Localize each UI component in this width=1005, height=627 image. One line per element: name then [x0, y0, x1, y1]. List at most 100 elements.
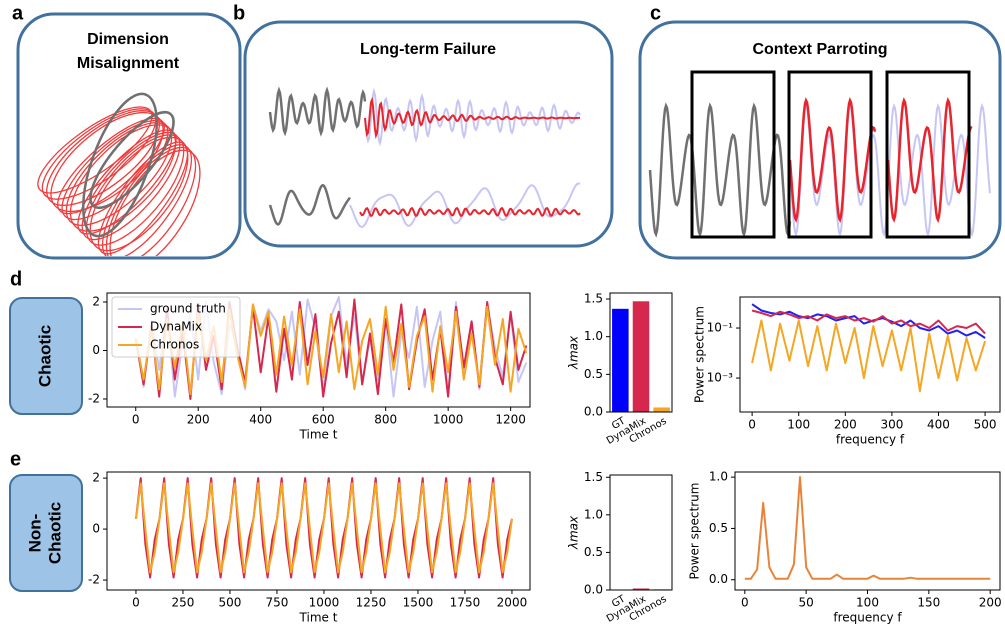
y-tick-label: 0 — [92, 343, 100, 357]
chart: 0.0 0.5 1.0 0 50 100 150 200 frequency f Power sp… — [688, 470, 1002, 625]
y-axis-label: Power spectrum — [693, 306, 707, 403]
row-label: Non- Chaotic — [25, 502, 64, 564]
x-tick-label: 0 — [132, 413, 140, 427]
illustration-curve — [886, 97, 973, 224]
x-tick-label: 800 — [374, 413, 397, 427]
x-tick-label: 600 — [312, 413, 335, 427]
x-tick-label: 400 — [249, 413, 272, 427]
panel-label: a — [12, 2, 24, 24]
panel-frame — [638, 20, 1002, 260]
x-axis-label: Time t — [299, 611, 338, 625]
x-axis-label: frequency f — [833, 611, 902, 625]
panel-label: e — [10, 448, 21, 470]
bar — [632, 588, 650, 590]
y-tick-label: 0.5 — [709, 521, 728, 535]
context-window — [787, 70, 873, 239]
x-tick-label: 400 — [927, 418, 950, 432]
x-tick-label: 200 — [187, 413, 210, 427]
x-tick-label: 1200 — [495, 413, 526, 427]
panel-frame — [16, 12, 242, 260]
illustration-curve — [89, 136, 189, 252]
y-tick-label: 1.0 — [584, 507, 603, 521]
illustration — [268, 86, 581, 228]
series-line — [751, 319, 987, 393]
context-window — [690, 70, 776, 239]
panel-frame — [243, 20, 614, 248]
illustration-curve — [364, 96, 580, 140]
context-window — [885, 70, 971, 239]
x-tick-label: 200 — [834, 418, 857, 432]
x-tick-label: 150 — [917, 596, 940, 610]
x-tick-label: 100 — [787, 418, 810, 432]
x-tick-label: 500 — [974, 418, 997, 432]
series-line — [751, 303, 986, 339]
illustration-curve — [648, 102, 792, 238]
x-tick-label: 200 — [979, 596, 1002, 610]
y-tick-label: 1.5 — [584, 470, 603, 484]
panel-title: Long-term Failure — [360, 41, 496, 58]
axes-frame — [106, 292, 531, 408]
illustration-curve — [349, 182, 581, 228]
illustration-curve — [69, 124, 177, 232]
illustration-curve — [85, 134, 185, 246]
legend-label: ground truth — [150, 302, 226, 316]
illustration-curve — [789, 102, 991, 238]
illustration-curve — [268, 183, 351, 226]
y-tick-label: 1.0 — [709, 470, 728, 484]
series-line — [744, 476, 991, 580]
legend-box — [111, 296, 241, 358]
legend-label: Chronos — [150, 338, 199, 352]
row-label-text: Non- — [25, 514, 44, 553]
x-tick-label: 0 — [748, 418, 756, 432]
illustration-curve — [359, 206, 581, 218]
row-label-box — [9, 297, 83, 415]
illustration-curve — [101, 144, 193, 256]
x-tick-label: 1000 — [309, 596, 340, 610]
x-tick-label: 750 — [265, 596, 288, 610]
axes-frame — [106, 471, 531, 591]
x-axis-label: Time t — [299, 428, 338, 442]
panel-label: b — [233, 2, 245, 24]
row-label-text: Chaotic — [35, 325, 54, 387]
y-tick-label: 2 — [92, 471, 100, 485]
y-tick-label: 0.0 — [709, 572, 728, 586]
illustration-curve — [89, 111, 175, 209]
chart: -2 0 2 0 200 400 600 800 1000 1200 ground truth Dyn… — [88, 292, 531, 442]
axes-frame — [739, 296, 1001, 413]
y-tick-label: -2 — [88, 573, 100, 587]
axes-frame — [734, 471, 1001, 591]
axes-frame — [609, 474, 673, 591]
illustration-curve — [788, 97, 877, 224]
x-tick-label: 0 — [741, 596, 749, 610]
axes-frame — [609, 292, 673, 413]
plot-area — [612, 301, 670, 412]
panel-label: d — [10, 268, 22, 290]
illustration — [37, 92, 201, 256]
panel-label: c — [650, 2, 661, 24]
y-tick-label: 0.5 — [584, 367, 603, 381]
row-label-text: Chaotic — [45, 502, 64, 564]
y-axis-label: λmax — [567, 335, 581, 370]
legend-label: DynaMix — [150, 320, 202, 334]
plot-area — [135, 477, 513, 579]
bar — [612, 308, 629, 412]
y-tick-label: 0.0 — [584, 583, 603, 597]
bar — [653, 407, 670, 412]
illustration-curve — [268, 86, 367, 137]
y-tick-label: 2 — [92, 294, 100, 308]
y-tick-label: -2 — [88, 391, 100, 405]
x-tick-label: 1750 — [450, 596, 481, 610]
y-tick-label: 1.5 — [584, 292, 603, 306]
illustrations — [9, 12, 1002, 592]
chart: 10⁻¹ 10⁻³ 0 100 200 300 400 500 frequency f Power… — [693, 296, 1001, 447]
chart: -2 0 2 0 250 500 750 1000 1250 1500 1750 2000 Time t — [88, 471, 531, 625]
plot-area — [751, 303, 987, 393]
y-axis-label: Power spectrum — [688, 483, 702, 580]
x-tick-label: 1500 — [403, 596, 434, 610]
y-axis-label: λmax — [567, 515, 581, 550]
series-line — [135, 482, 513, 574]
y-tick-label: 0.5 — [584, 545, 603, 559]
panel-title: Dimension — [87, 31, 169, 48]
